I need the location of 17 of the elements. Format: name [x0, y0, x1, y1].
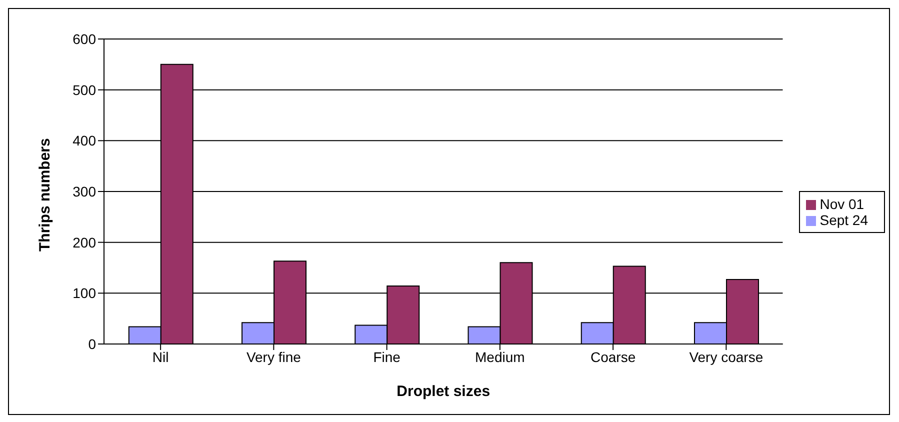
y-tick-label: 500: [72, 82, 96, 98]
x-tick-label: Medium: [475, 348, 525, 365]
y-tick-label: 600: [72, 30, 96, 47]
x-tick-label: Very fine: [246, 348, 302, 365]
x-tick-label: Fine: [373, 348, 401, 365]
x-tick-label: Nil: [152, 348, 169, 365]
x-tick-label: Coarse: [590, 348, 636, 365]
legend-label: Sept 24: [820, 212, 868, 228]
y-tick-label: 400: [72, 132, 96, 149]
y-tick-label: 300: [72, 183, 96, 200]
legend-label: Nov 01: [820, 196, 864, 212]
y-axis-title: Thrips numbers: [36, 138, 54, 252]
y-tick-label: 200: [72, 234, 96, 250]
y-tick-label: 100: [72, 285, 96, 302]
x-axis-title: Droplet sizes: [396, 383, 490, 400]
y-tick-label: 0: [88, 336, 96, 352]
x-tick-label: Very coarse: [689, 348, 764, 365]
